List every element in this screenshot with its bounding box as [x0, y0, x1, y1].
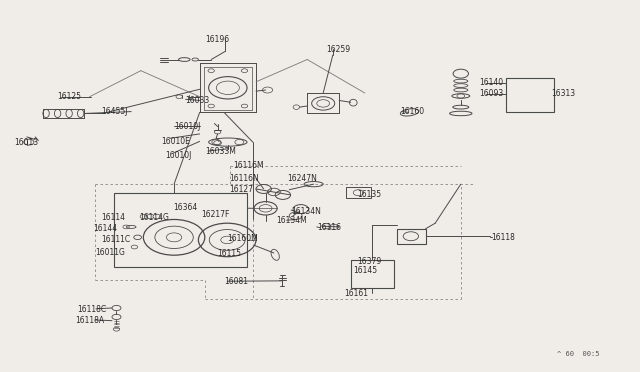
Text: 16161: 16161	[344, 289, 369, 298]
Text: 16125: 16125	[58, 92, 82, 101]
Circle shape	[153, 214, 161, 219]
Text: 16217F: 16217F	[202, 210, 230, 219]
Text: 16145: 16145	[353, 266, 378, 275]
Text: 16134M: 16134M	[276, 217, 307, 225]
Text: 16033: 16033	[186, 96, 210, 105]
Text: 16118A: 16118A	[76, 316, 105, 325]
Text: ^ 60  00:5: ^ 60 00:5	[557, 351, 599, 357]
Text: 16118C: 16118C	[77, 305, 106, 314]
Text: 16118: 16118	[492, 233, 515, 242]
Text: 16247N: 16247N	[287, 174, 317, 183]
Text: 16379: 16379	[357, 257, 381, 266]
Text: 16455J: 16455J	[101, 107, 127, 116]
Circle shape	[147, 214, 154, 219]
Text: 16081: 16081	[224, 278, 248, 286]
Text: 16115: 16115	[218, 249, 242, 258]
Text: 16114G: 16114G	[140, 213, 170, 222]
Text: 16313: 16313	[552, 89, 576, 98]
Text: 16116M: 16116M	[234, 161, 264, 170]
Text: 16010E: 16010E	[161, 137, 190, 146]
Text: 16116N: 16116N	[229, 174, 259, 183]
Text: 16134N: 16134N	[291, 207, 321, 216]
Text: 16111C: 16111C	[101, 235, 131, 244]
Text: 16259: 16259	[326, 45, 351, 54]
Text: 16011G: 16011G	[95, 248, 125, 257]
Text: 16160M: 16160M	[227, 234, 258, 243]
Text: 16144: 16144	[93, 224, 117, 233]
Text: 16093: 16093	[479, 89, 503, 98]
Text: 16135: 16135	[357, 190, 381, 199]
Text: 16140: 16140	[479, 78, 503, 87]
Bar	[397, 229, 426, 244]
Text: 16160: 16160	[400, 107, 424, 116]
Bar	[506, 78, 554, 112]
Circle shape	[140, 214, 148, 219]
Bar	[114, 193, 247, 267]
Text: 16114: 16114	[101, 213, 125, 222]
Text: 16010J: 16010J	[174, 122, 200, 131]
Text: 16127: 16127	[229, 185, 253, 194]
Bar	[351, 260, 394, 288]
Text: 16196: 16196	[205, 35, 229, 44]
Text: 16364: 16364	[173, 203, 197, 212]
Text: 16013: 16013	[14, 138, 38, 147]
Text: 16116: 16116	[317, 223, 341, 232]
Text: 16033M: 16033M	[205, 147, 236, 156]
Bar	[346, 187, 371, 198]
Text: 16010J: 16010J	[165, 151, 191, 160]
